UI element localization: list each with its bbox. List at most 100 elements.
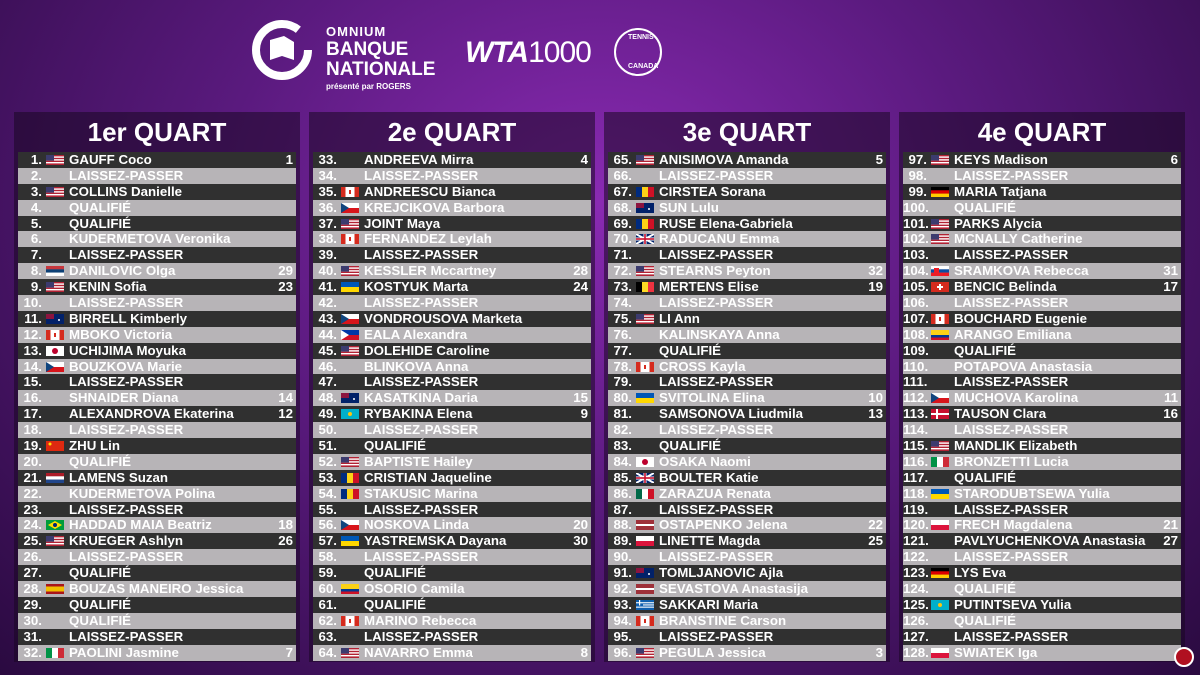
draw-row: 111. LAISSEZ-PASSER [903,374,1181,391]
player-name: LAISSEZ-PASSER [69,247,184,263]
flag-usa-icon [636,155,654,165]
wta-logo-bold: WTA [465,36,529,69]
draw-position: 114. [903,422,929,438]
draw-row: 51. QUALIFIÉ [313,438,591,454]
draw-row: 87. LAISSEZ-PASSER [608,501,886,518]
draw-row: 35. ANDREESCU Bianca [313,183,591,200]
player-name: QUALIFIÉ [69,215,132,231]
flag-switzerland-icon [931,282,949,293]
player-name: LAISSEZ-PASSER [659,501,774,517]
draw-position: 61. [318,596,338,612]
draw-position: 54. [318,485,338,501]
player-name: COLLINS Danielle [69,183,183,199]
flag-poland-icon [931,520,949,531]
draw-position: 109. [903,342,929,358]
player-name: QUALIFIÉ [364,438,427,454]
seed-number: 21 [1163,517,1178,533]
draw-position: 53. [318,469,338,485]
flag-canada-icon [636,615,654,626]
player-name: SEVASTOVA Anastasija [659,581,809,597]
player-name: FRECH Magdalena [954,517,1073,533]
seed-number: 11 [1163,390,1178,406]
player-name: BOUCHARD Eugenie [954,310,1087,326]
draw-row: 58. LAISSEZ-PASSER [313,549,591,566]
draw-position: 24. [23,517,43,533]
draw-position: 117. [903,469,929,485]
draw-position: 17. [23,406,43,422]
draw-position: 126. [903,612,929,628]
flag-ukraine-icon [636,393,654,404]
draw-position: 21. [23,469,43,485]
draw-row: 88. OSTAPENKO Jelena 22 [608,517,886,534]
draw-position: 10. [23,295,43,311]
seed-number: 25 [868,533,883,549]
draw-row: 48. KASATKINA Daria 15 [313,390,591,407]
flag-latvia-icon [636,584,654,595]
player-name: LAISSEZ-PASSER [69,549,184,565]
flag-australia-icon [341,393,359,404]
draw-row: 7. LAISSEZ-PASSER [18,247,296,264]
draw-position: 73. [613,279,633,295]
draw-row: 22. KUDERMETOVA Polina [18,485,296,502]
flag-brazil-icon [46,520,64,531]
tc-logo-top: TENNIS [628,34,654,41]
flag-usa-icon [636,647,654,658]
draw-row: 33. ANDREEVA Mirra 4 [313,152,591,168]
seed-number: 4 [580,152,588,167]
player-name: LAISSEZ-PASSER [659,422,774,438]
seed-number: 5 [875,152,883,167]
draw-list: 97. KEYS Madison 6 98. LAISSEZ-PASSER 99. MARI… [903,152,1181,661]
flag-australia-icon [636,568,654,579]
player-name: QUALIFIÉ [659,438,722,454]
draw-position: 115. [903,438,929,454]
draw-position: 59. [318,565,338,581]
quarter-title: 4e QUART [977,117,1107,147]
flag-greece-icon [636,599,654,610]
draw-row: 57. YASTREMSKA Dayana 30 [313,533,591,550]
draw-row: 89. LINETTE Magda 25 [608,533,886,550]
draw-position: 11. [24,310,42,326]
draw-position: 9. [30,279,42,295]
player-name: CROSS Kayla [659,358,746,374]
player-name: MANDLIK Elizabeth [954,438,1078,454]
draw-position: 94. [613,612,633,628]
flag-romania-icon [636,186,654,197]
player-name: KREJCIKOVA Barbora [364,199,505,215]
draw-row: 43. VONDROUSOVA Marketa [313,310,591,327]
brand-line2: BANQUE [326,39,409,60]
flag-australia-icon [46,313,64,324]
draw-position: 84. [613,453,633,469]
draw-row: 54. STAKUSIC Marina [313,485,591,502]
player-name: MARINO Rebecca [364,612,477,628]
draw-position: 26. [23,549,43,565]
draw-row: 112. MUCHOVA Karolina 11 [903,390,1181,407]
flag-czechia-icon [341,202,359,213]
draw-position: 68. [613,199,633,215]
player-name: BOULTER Katie [659,469,759,485]
flag-serbia-icon [46,266,64,277]
seed-number: 10 [868,390,883,406]
draw-row: 47. LAISSEZ-PASSER [313,374,591,391]
draw-position: 51. [318,438,338,454]
player-name: ZHU Lin [69,438,120,454]
player-name: OSAKA Naomi [659,453,751,469]
flag-usa-icon [931,155,949,165]
draw-position: 120. [903,517,929,533]
player-name: LAISSEZ-PASSER [69,628,184,644]
draw-position: 29. [23,596,43,612]
player-name: LAISSEZ-PASSER [69,167,184,183]
draw-position: 72. [613,263,633,279]
draw-row: 115. MANDLIK Elizabeth [903,438,1181,454]
flag-great-britain-icon [636,234,654,245]
draw-row: 36. KREJCIKOVA Barbora [313,199,591,216]
player-name: SAKKARI Maria [659,596,759,612]
player-name: MUCHOVA Karolina [954,390,1079,406]
draw-row: 59. QUALIFIÉ [313,565,591,582]
seed-number: 31 [1163,263,1178,279]
draw-position: 15. [23,374,43,390]
flag-spain-icon [46,584,64,595]
draw-row: 97. KEYS Madison 6 [903,152,1181,168]
draw-row: 19. ZHU Lin [18,438,296,454]
draw-list: 65. ANISIMOVA Amanda 5 66. LAISSEZ-PASSER 67.… [608,152,886,661]
player-name: LAISSEZ-PASSER [954,422,1069,438]
